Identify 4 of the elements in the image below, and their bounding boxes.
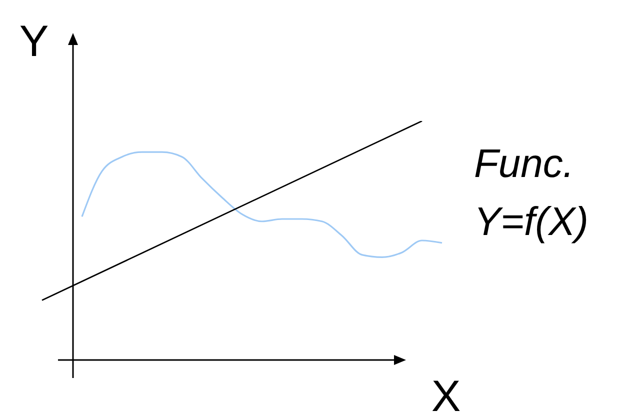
x-axis-title: X: [431, 372, 461, 416]
y-axis-title: Y: [19, 17, 49, 66]
text: Y=f(X): [474, 200, 588, 244]
text: Func.: [474, 142, 574, 186]
